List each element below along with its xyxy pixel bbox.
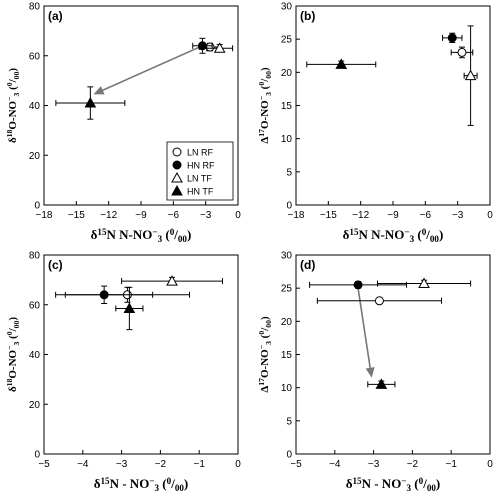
trend-arrow-head xyxy=(365,367,375,378)
x-tick-label: −18 xyxy=(36,210,53,221)
y-tick-label: 5 xyxy=(286,416,292,427)
data-point xyxy=(374,296,384,306)
data-point xyxy=(213,42,226,53)
y-axis-label: δ18O-NO−3 (0/00) xyxy=(5,68,21,143)
y-tick-label: 0 xyxy=(286,201,292,212)
x-tick-label: −3 xyxy=(368,459,380,470)
legend-label: HN RF xyxy=(187,161,215,171)
y-tick-label: 30 xyxy=(281,2,293,13)
x-tick-label: −2 xyxy=(155,459,167,470)
x-axis-label: δ15N - NO−3 (0/00) xyxy=(94,476,189,493)
panel-3: −5 −4 −3 −2 −1 0 0 5 10 15 20 25 30 (d) δ15N - NO−3 (0… xyxy=(257,251,493,493)
x-tick-label: 0 xyxy=(487,210,493,221)
x-tick-label: −9 xyxy=(135,210,147,221)
legend: LN RF HN RF LN TF HN TF xyxy=(166,141,234,201)
data-point xyxy=(197,41,207,51)
y-axis-label: δ18O-NO−3 (0/00) xyxy=(5,317,21,392)
x-tick-label: −5 xyxy=(38,459,50,470)
panel-1: −18 −15 −12 −9 −6 −3 0 0 5 10 15 20 25 30 (b) δ15N N-NO… xyxy=(257,2,493,245)
y-tick-label: 40 xyxy=(29,350,41,361)
data-point xyxy=(99,290,109,300)
y-tick-label: 80 xyxy=(29,2,41,13)
x-axis-label: δ15N - NO−3 (0/00) xyxy=(346,476,441,493)
y-axis-label: Δ17O-NO−3 (0/00) xyxy=(257,316,273,393)
y-tick-label: 15 xyxy=(281,101,293,112)
y-tick-label: 5 xyxy=(286,167,292,178)
trend-arrow-head xyxy=(93,86,105,95)
x-tick-label: −4 xyxy=(329,459,341,470)
x-tick-label: −3 xyxy=(116,459,128,470)
y-tick-label: 40 xyxy=(29,101,41,112)
data-point xyxy=(447,33,457,43)
panel-label: (b) xyxy=(300,9,315,23)
x-tick-label: −1 xyxy=(193,459,205,470)
x-tick-label: 0 xyxy=(235,459,241,470)
legend-marker xyxy=(172,160,182,170)
legend-label: HN TF xyxy=(187,187,214,197)
x-tick-label: −3 xyxy=(452,210,464,221)
y-tick-label: 10 xyxy=(281,134,293,145)
y-tick-label: 60 xyxy=(29,51,41,62)
data-point xyxy=(418,277,430,289)
data-point xyxy=(457,47,467,57)
y-tick-label: 20 xyxy=(281,68,293,79)
x-tick-label: −9 xyxy=(387,210,399,221)
panel-label: (a) xyxy=(48,9,63,23)
legend-marker xyxy=(172,147,182,157)
y-tick-label: 30 xyxy=(281,251,293,262)
legend-label: LN TF xyxy=(187,174,212,184)
x-tick-label: −15 xyxy=(320,210,337,221)
panel-label: (d) xyxy=(300,258,315,272)
y-tick-label: 80 xyxy=(29,251,41,262)
x-tick-label: −12 xyxy=(352,210,369,221)
legend-marker xyxy=(171,184,183,196)
x-tick-label: −12 xyxy=(100,210,117,221)
x-tick-label: −18 xyxy=(288,210,305,221)
x-tick-label: −2 xyxy=(407,459,419,470)
trend-arrow xyxy=(357,288,371,368)
y-tick-label: 20 xyxy=(29,151,41,162)
x-tick-label: 0 xyxy=(487,459,493,470)
data-point xyxy=(464,69,477,81)
x-tick-label: −6 xyxy=(420,210,432,221)
legend-marker xyxy=(171,171,183,183)
y-tick-label: 25 xyxy=(281,284,293,295)
y-tick-label: 0 xyxy=(34,450,40,461)
x-tick-label: −15 xyxy=(68,210,85,221)
x-axis-label: δ15N N-NO−3 (0/00) xyxy=(91,227,192,244)
legend-label: LN RF xyxy=(187,148,214,158)
x-tick-label: 0 xyxy=(235,210,241,221)
data-point xyxy=(123,302,136,313)
y-tick-label: 10 xyxy=(281,383,293,394)
y-tick-label: 25 xyxy=(281,35,293,46)
data-point xyxy=(335,58,348,69)
data-point xyxy=(84,96,97,108)
x-tick-label: −3 xyxy=(200,210,212,221)
trend-arrow xyxy=(102,45,203,91)
panel-label: (c) xyxy=(48,258,63,272)
panel-2: −5 −4 −3 −2 −1 0 0 20 40 60 80 (c) δ15N - NO−3 (0/00… xyxy=(5,251,241,493)
plot-frame xyxy=(43,254,239,455)
x-tick-label: −6 xyxy=(168,210,180,221)
y-tick-label: 0 xyxy=(34,201,40,212)
y-tick-label: 20 xyxy=(281,317,293,328)
x-axis-label: δ15N N-NO−3 (0/00) xyxy=(343,227,444,244)
y-tick-label: 15 xyxy=(281,350,293,361)
y-tick-label: 60 xyxy=(29,300,41,311)
data-point xyxy=(353,280,363,290)
data-point xyxy=(166,275,178,286)
data-point xyxy=(375,378,388,389)
y-axis-label: Δ17O-NO−3 (0/00) xyxy=(257,67,273,144)
x-tick-label: −5 xyxy=(290,459,302,470)
y-tick-label: 20 xyxy=(29,400,41,411)
plot-frame xyxy=(295,5,491,206)
panel-0: −18 −15 −12 −9 −6 −3 0 0 20 40 60 80 (a) δ15N N-NO−3 … xyxy=(5,2,241,245)
x-tick-label: −4 xyxy=(77,459,89,470)
x-tick-label: −1 xyxy=(445,459,457,470)
y-tick-label: 0 xyxy=(286,450,292,461)
